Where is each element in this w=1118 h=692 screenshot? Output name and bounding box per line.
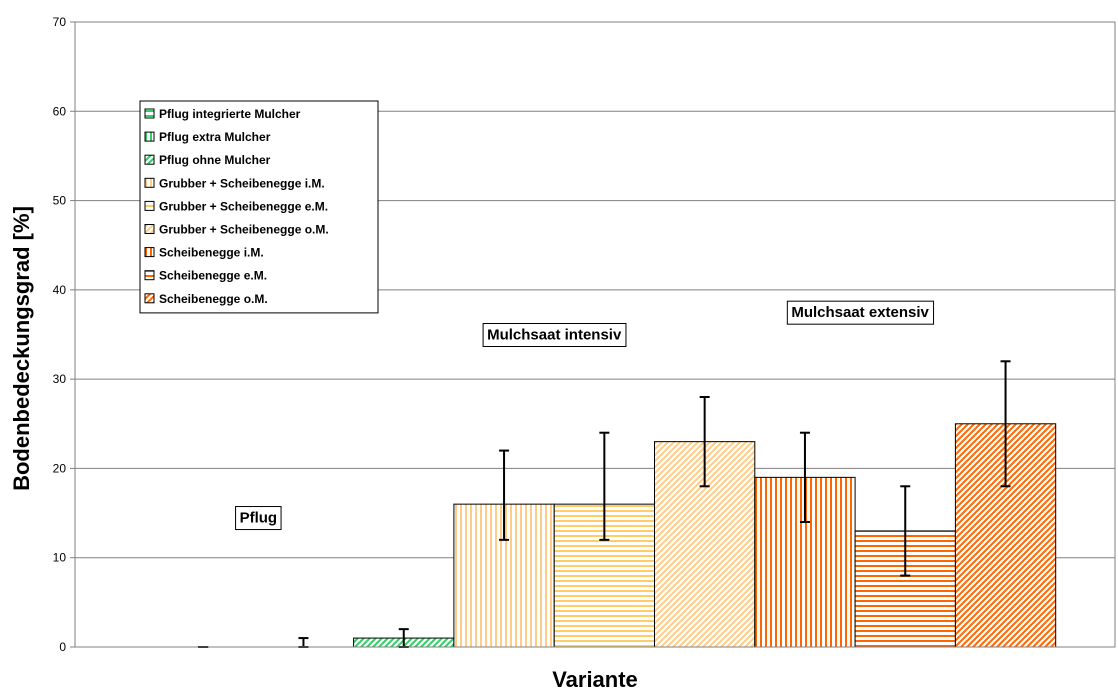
y-axis-ticks: 0 10 20 30 40 50 60 70 xyxy=(53,15,75,654)
y-tick-label: 60 xyxy=(53,104,67,118)
y-tick-label: 0 xyxy=(59,640,66,654)
error-bar-4 xyxy=(499,449,510,541)
y-tick-label: 10 xyxy=(53,551,67,565)
y-axis-title: Bodenbedeckungsgrad [%] xyxy=(9,206,34,491)
annotation-3: Mulchsaat extensiv xyxy=(786,300,935,325)
legend-item-3: Pflug ohne Mulcher xyxy=(144,153,271,167)
legend-label: Pflug integrierte Mulcher xyxy=(159,107,301,121)
y-tick-label: 50 xyxy=(53,194,67,208)
legend-swatch xyxy=(144,293,155,304)
group-annotations: Pflug Mulchsaat intensiv Mulchsaat extensi… xyxy=(235,300,935,531)
legend-swatch xyxy=(144,270,155,281)
y-tick-label: 40 xyxy=(53,283,67,297)
error-bar-6 xyxy=(699,396,710,488)
error-bar-7 xyxy=(799,431,810,523)
legend-swatch xyxy=(144,154,155,165)
legend-label: Scheibenegge o.M. xyxy=(159,292,268,306)
legend-item-9: Scheibenegge o.M. xyxy=(144,292,268,306)
annotation-box xyxy=(235,506,282,531)
legend-label: Pflug ohne Mulcher xyxy=(159,153,271,167)
annotation-label: Mulchsaat extensiv xyxy=(791,304,929,321)
x-axis-title: Variante xyxy=(552,667,638,692)
annotation-label: Pflug xyxy=(240,510,278,527)
error-bar-8 xyxy=(900,485,911,577)
legend-swatch xyxy=(144,177,155,188)
legend-label: Grubber + Scheibenegge o.M. xyxy=(159,223,329,237)
annotation-box xyxy=(786,300,935,325)
legend-label: Scheibenegge e.M. xyxy=(159,269,267,283)
annotation-2: Mulchsaat intensiv xyxy=(482,323,627,347)
legend-item-4: Grubber + Scheibenegge i.M. xyxy=(144,176,325,190)
error-bar-2 xyxy=(298,637,309,648)
legend-item-8: Scheibenegge e.M. xyxy=(144,269,267,283)
y-tick-label: 20 xyxy=(53,461,67,475)
y-tick-label: 30 xyxy=(53,372,67,386)
legend-swatch xyxy=(144,108,155,119)
legend-label: Grubber + Scheibenegge e.M. xyxy=(159,199,328,213)
legend-item-1: Pflug integrierte Mulcher xyxy=(144,107,301,121)
legend-box xyxy=(139,100,379,314)
legend-swatch xyxy=(144,131,155,142)
legend-swatch xyxy=(144,247,155,258)
legend-swatch xyxy=(144,200,155,211)
annotation-1: Pflug xyxy=(235,506,282,531)
annotation-box xyxy=(482,323,627,347)
annotation-label: Mulchsaat intensiv xyxy=(487,327,622,344)
error-bar-9 xyxy=(1000,360,1011,488)
legend-item-6: Grubber + Scheibenegge o.M. xyxy=(144,223,329,237)
error-bar-5 xyxy=(599,431,610,541)
legend-label: Scheibenegge i.M. xyxy=(159,246,264,260)
legend-swatch xyxy=(144,224,155,234)
y-tick-label: 70 xyxy=(53,15,67,29)
legend: Pflug integrierte Mulcher Pflug extra Mul… xyxy=(139,100,379,314)
legend-item-7: Scheibenegge i.M. xyxy=(144,246,264,260)
plot-area-frame xyxy=(74,21,1116,648)
legend-item-5: Grubber + Scheibenegge e.M. xyxy=(144,199,328,213)
legend-item-2: Pflug extra Mulcher xyxy=(144,130,271,144)
legend-label: Pflug extra Mulcher xyxy=(159,130,271,144)
legend-label: Grubber + Scheibenegge i.M. xyxy=(159,176,325,190)
